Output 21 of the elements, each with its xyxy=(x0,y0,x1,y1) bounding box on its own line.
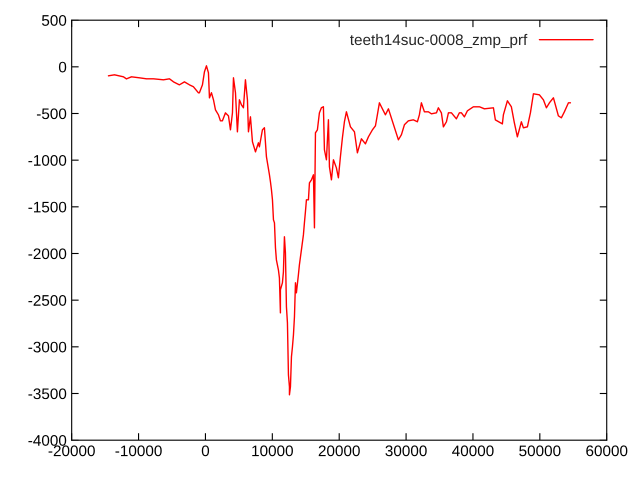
y-tick-label: 500 xyxy=(42,15,66,26)
x-tick-label: -20000 xyxy=(48,445,95,456)
y-tick-label: 0 xyxy=(58,62,66,73)
y-tick-label: -3000 xyxy=(28,342,66,353)
x-tick-label: 40000 xyxy=(452,445,494,456)
x-tick-label: 30000 xyxy=(385,445,427,456)
y-tick-label: -2500 xyxy=(28,295,66,306)
y-tick-label: -3500 xyxy=(28,388,66,400)
y-tick-label: -4000 xyxy=(28,435,66,446)
x-tick-label: 50000 xyxy=(519,445,560,456)
y-tick-label: -1000 xyxy=(28,155,66,166)
x-tick-label: 0 xyxy=(202,445,210,456)
x-tick-label: 20000 xyxy=(318,445,360,456)
y-tick-label: -500 xyxy=(36,108,66,120)
x-tick-label: -10000 xyxy=(115,445,162,456)
legend-label: teeth14suc-0008_zmp_prf xyxy=(350,34,528,48)
x-tick-label: 60000 xyxy=(586,445,628,456)
y-tick-label: -1500 xyxy=(28,202,66,213)
y-tick-label: -2000 xyxy=(28,248,66,260)
x-tick-label: 10000 xyxy=(252,445,293,456)
line-series xyxy=(108,65,572,396)
